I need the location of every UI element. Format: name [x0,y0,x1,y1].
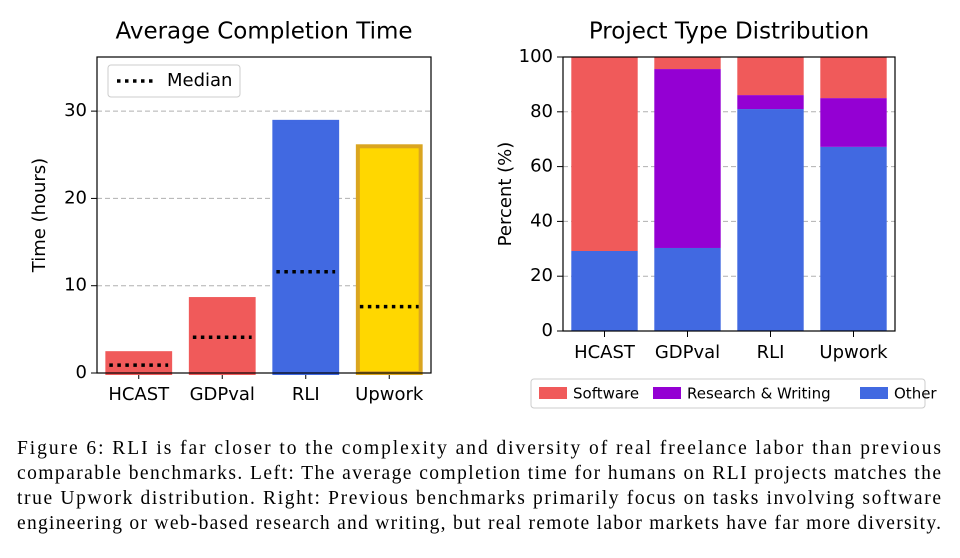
caption-line: engineering or web-based research and wr… [17,513,941,534]
bar [272,119,340,375]
bar-segment [654,247,721,331]
bar-segment [654,69,721,248]
legend-label: Median [167,70,232,91]
y-tick-label: 60 [530,156,553,177]
y-axis-label: Percent (%) [495,142,516,247]
caption-line: true Upwork distribution. Right: Previou… [17,488,941,509]
bar [105,351,173,375]
legend-box [107,64,241,98]
legend-box [530,378,926,409]
x-tick-label: Upwork [819,342,888,363]
bar-segment [571,57,638,251]
bar-segment [820,98,887,147]
legend-label: Other [894,385,937,403]
legend-swatch [539,387,567,399]
bar-segment [737,109,804,331]
y-tick-label: 0 [542,320,553,341]
y-tick-label: 20 [530,265,553,286]
bar-segment [737,95,804,110]
caption-line: comparable benchmarks. Left: The average… [17,463,941,484]
bar [355,144,423,375]
bar-segment [820,57,887,99]
y-axis-label: Time (hours) [29,158,50,273]
chart-title: Average Completion Time [115,19,412,45]
x-tick-label: GDPval [190,384,255,405]
bar-segment [571,250,638,331]
legend-swatch [860,387,888,399]
x-tick-label: Upwork [355,384,424,405]
y-tick-label: 40 [530,210,553,231]
bar-segment [820,146,887,331]
x-tick-label: HCAST [574,342,636,363]
y-tick-label: 20 [64,187,87,208]
plot-frame [96,56,432,374]
y-tick-label: 80 [530,101,553,122]
legend-label: Software [573,385,639,403]
chart-title: Project Type Distribution [589,19,869,45]
y-tick-label: 100 [519,46,553,67]
bar-segment [654,57,721,70]
y-tick-label: 10 [64,275,87,296]
x-tick-label: RLI [292,384,320,405]
bar-segment [737,57,804,96]
plot-frame [562,56,896,332]
y-tick-label: 30 [64,100,87,121]
x-tick-label: GDPval [655,342,720,363]
legend-swatch [653,387,681,399]
y-tick-label: 0 [76,362,87,383]
x-tick-label: HCAST [108,384,170,405]
x-tick-label: RLI [757,342,785,363]
legend-label: Research & Writing [687,385,831,403]
caption-line: Figure 6: RLI is far closer to the compl… [17,438,941,459]
